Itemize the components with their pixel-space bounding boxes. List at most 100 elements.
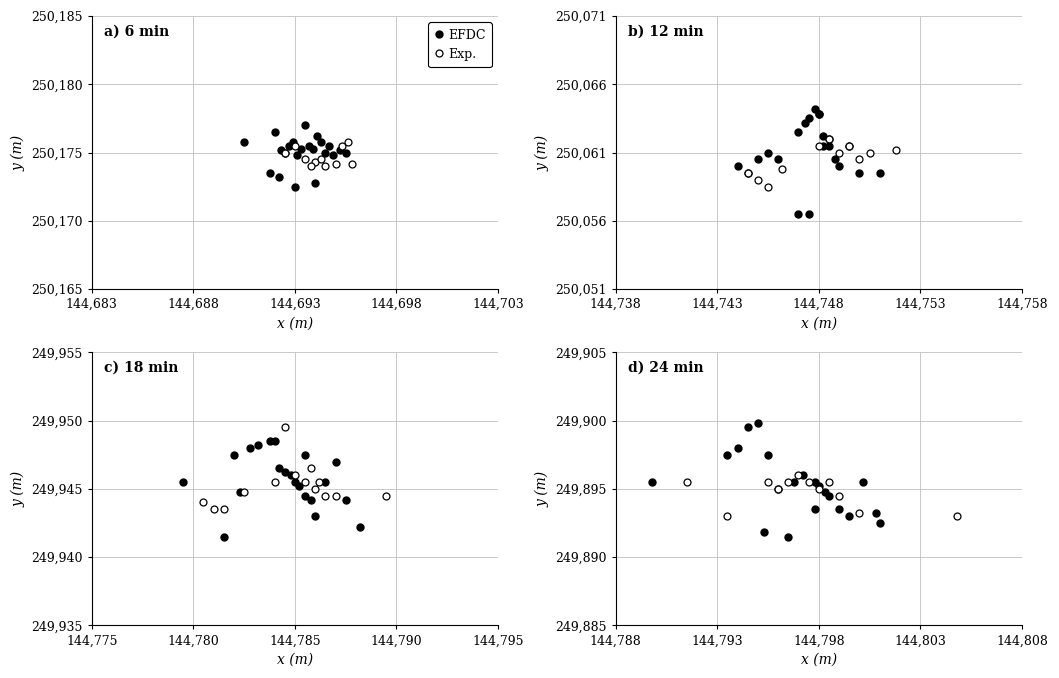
Text: c) 18 min: c) 18 min: [104, 361, 178, 374]
EFDC: [782, 532, 794, 540]
Exp.: [288, 471, 301, 479]
Exp.: [854, 155, 866, 163]
EFDC: [279, 148, 291, 157]
EFDC: [319, 478, 331, 486]
EFDC: [319, 148, 331, 157]
Exp.: [299, 155, 311, 163]
Exp.: [832, 148, 845, 157]
EFDC: [252, 441, 265, 450]
Text: a) 6 min: a) 6 min: [104, 24, 169, 38]
Exp.: [197, 498, 210, 506]
Line: EFDC: EFDC: [240, 122, 349, 191]
EFDC: [829, 155, 842, 163]
Exp.: [268, 478, 281, 486]
EFDC: [264, 169, 276, 177]
EFDC: [339, 496, 352, 504]
EFDC: [309, 512, 322, 520]
EFDC: [646, 478, 659, 486]
EFDC: [339, 148, 352, 157]
EFDC: [741, 423, 754, 431]
Exp.: [309, 485, 322, 493]
Exp.: [341, 138, 354, 146]
EFDC: [808, 105, 821, 113]
Line: EFDC: EFDC: [734, 106, 883, 218]
Exp.: [305, 464, 318, 473]
Exp.: [279, 423, 291, 431]
EFDC: [812, 111, 825, 119]
Exp.: [680, 478, 693, 486]
Exp.: [863, 148, 876, 157]
EFDC: [854, 169, 866, 177]
EFDC: [327, 151, 340, 159]
EFDC: [757, 528, 770, 536]
EFDC: [272, 173, 285, 181]
Exp.: [823, 478, 836, 486]
EFDC: [268, 128, 281, 136]
Exp.: [305, 162, 318, 170]
EFDC: [237, 138, 250, 146]
EFDC: [307, 144, 320, 153]
X-axis label: x (m): x (m): [276, 317, 313, 331]
EFDC: [294, 144, 307, 153]
EFDC: [816, 132, 829, 140]
Exp.: [319, 162, 331, 170]
Exp.: [329, 159, 342, 167]
Line: Exp.: Exp.: [200, 424, 390, 513]
Exp.: [299, 478, 311, 486]
X-axis label: x (m): x (m): [801, 317, 837, 331]
Exp.: [380, 492, 393, 500]
Text: d) 24 min: d) 24 min: [628, 361, 703, 374]
EFDC: [741, 169, 754, 177]
EFDC: [796, 471, 809, 479]
EFDC: [234, 487, 247, 496]
Exp.: [237, 487, 250, 496]
EFDC: [287, 138, 300, 146]
Exp.: [854, 509, 866, 517]
Exp.: [772, 485, 785, 493]
X-axis label: x (m): x (m): [801, 653, 837, 667]
Exp.: [776, 165, 789, 173]
EFDC: [761, 148, 774, 157]
EFDC: [812, 482, 825, 490]
Exp.: [329, 492, 342, 500]
EFDC: [772, 485, 785, 493]
Exp.: [843, 142, 856, 150]
EFDC: [823, 492, 836, 500]
Line: EFDC: EFDC: [649, 420, 883, 540]
EFDC: [874, 519, 886, 527]
EFDC: [731, 444, 743, 452]
Exp.: [890, 146, 902, 154]
EFDC: [299, 451, 311, 459]
EFDC: [329, 458, 342, 466]
EFDC: [788, 478, 801, 486]
Exp.: [208, 505, 220, 513]
EFDC: [823, 135, 836, 143]
X-axis label: x (m): x (m): [276, 653, 313, 667]
EFDC: [752, 419, 765, 427]
EFDC: [177, 478, 190, 486]
EFDC: [843, 142, 856, 150]
Line: Exp.: Exp.: [744, 136, 899, 191]
Exp.: [741, 169, 754, 177]
Y-axis label: y (m): y (m): [535, 471, 550, 507]
Line: Exp.: Exp.: [282, 138, 355, 170]
EFDC: [272, 464, 285, 473]
Legend: EFDC, Exp.: EFDC, Exp.: [428, 22, 491, 67]
Exp.: [761, 182, 774, 191]
Exp.: [217, 505, 230, 513]
EFDC: [752, 155, 765, 163]
EFDC: [874, 169, 886, 177]
EFDC: [279, 468, 291, 477]
Exp.: [721, 512, 734, 520]
EFDC: [264, 437, 276, 445]
Exp.: [319, 492, 331, 500]
EFDC: [292, 482, 305, 490]
Exp.: [309, 158, 322, 166]
EFDC: [268, 437, 281, 445]
EFDC: [244, 444, 256, 452]
EFDC: [823, 142, 836, 150]
Y-axis label: y (m): y (m): [12, 471, 25, 507]
EFDC: [274, 146, 287, 154]
EFDC: [761, 451, 774, 459]
EFDC: [832, 162, 845, 170]
